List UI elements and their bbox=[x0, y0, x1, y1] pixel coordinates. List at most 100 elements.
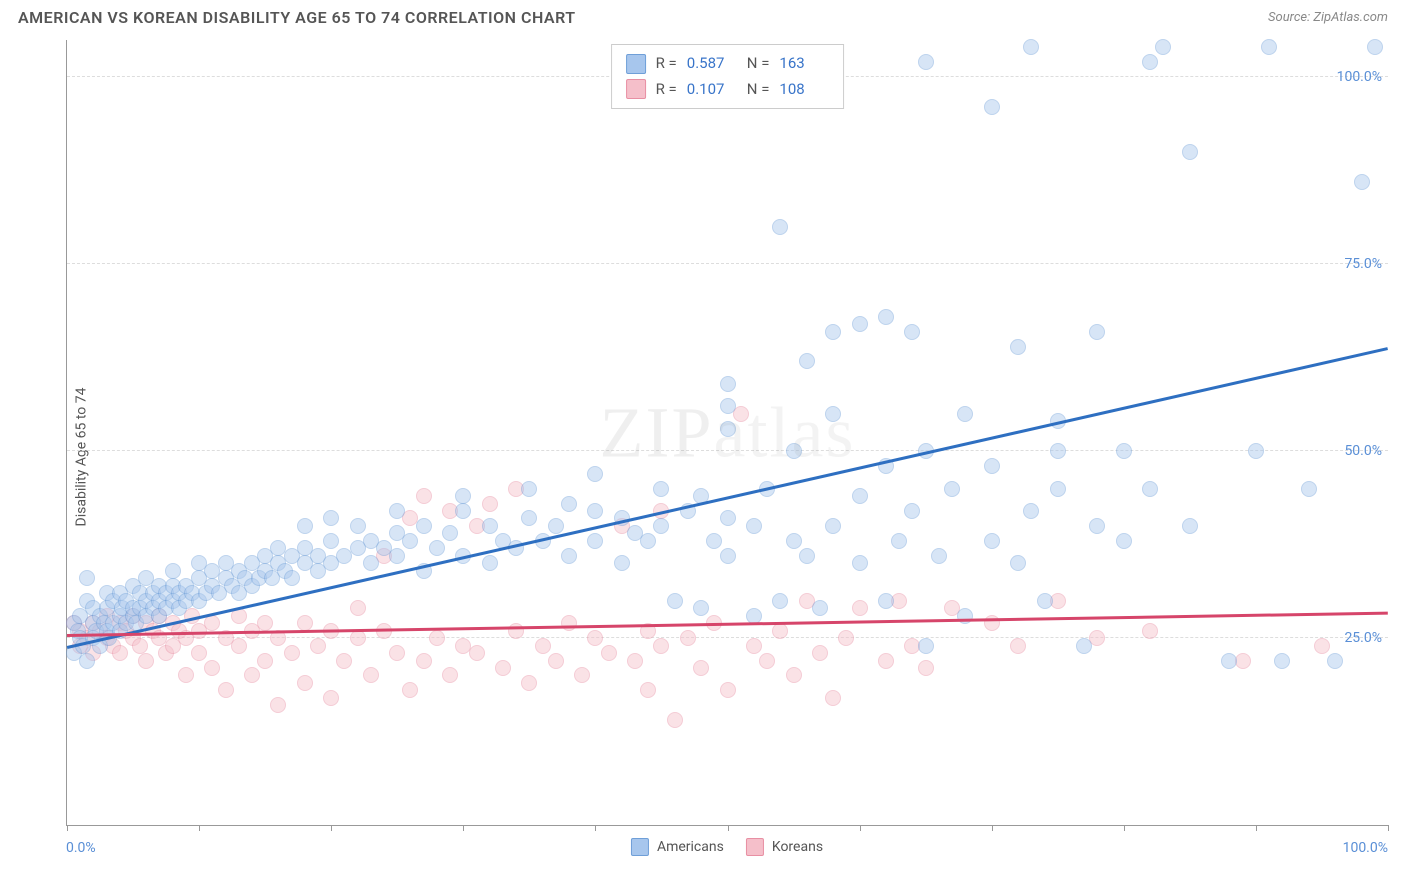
scatter-point bbox=[1221, 653, 1237, 669]
scatter-point bbox=[812, 600, 828, 616]
scatter-point bbox=[1050, 443, 1066, 459]
scatter-point bbox=[786, 533, 802, 549]
scatter-point bbox=[1023, 503, 1039, 519]
xtick bbox=[1388, 825, 1389, 831]
scatter-point bbox=[350, 630, 366, 646]
scatter-point bbox=[1248, 443, 1264, 459]
scatter-point bbox=[350, 600, 366, 616]
scatter-point bbox=[786, 443, 802, 459]
scatter-point bbox=[429, 540, 445, 556]
scatter-point bbox=[984, 533, 1000, 549]
n-label-1: N = bbox=[747, 77, 770, 103]
xtick bbox=[1256, 825, 1257, 831]
legend-swatch-americans-icon bbox=[631, 838, 649, 856]
scatter-point bbox=[548, 653, 564, 669]
scatter-point bbox=[601, 645, 617, 661]
scatter-point bbox=[838, 630, 854, 646]
scatter-point bbox=[574, 667, 590, 683]
xtick bbox=[728, 825, 729, 831]
scatter-point bbox=[931, 548, 947, 564]
ytick-label: 25.0% bbox=[1344, 630, 1382, 646]
scatter-point bbox=[904, 324, 920, 340]
scatter-point bbox=[746, 518, 762, 534]
scatter-point bbox=[852, 488, 868, 504]
scatter-point bbox=[918, 638, 934, 654]
legend-label-americans: Americans bbox=[657, 839, 724, 855]
scatter-point bbox=[720, 376, 736, 392]
scatter-point bbox=[442, 525, 458, 541]
legend-label-koreans: Koreans bbox=[772, 839, 823, 855]
scatter-point bbox=[257, 615, 273, 631]
scatter-point bbox=[587, 503, 603, 519]
scatter-point bbox=[587, 533, 603, 549]
scatter-point bbox=[627, 653, 643, 669]
scatter-point bbox=[561, 548, 577, 564]
scatter-point bbox=[1301, 481, 1317, 497]
scatter-point bbox=[1261, 39, 1277, 55]
scatter-point bbox=[535, 638, 551, 654]
scatter-point bbox=[79, 653, 95, 669]
scatter-point bbox=[1010, 555, 1026, 571]
scatter-point bbox=[442, 667, 458, 683]
scatter-point bbox=[297, 518, 313, 534]
scatter-point bbox=[891, 533, 907, 549]
scatter-point bbox=[323, 690, 339, 706]
scatter-point bbox=[878, 309, 894, 325]
scatter-point bbox=[772, 219, 788, 235]
scatter-point bbox=[244, 667, 260, 683]
scatter-point bbox=[852, 316, 868, 332]
scatter-point bbox=[918, 54, 934, 70]
gridline bbox=[67, 450, 1388, 451]
legend-swatch-koreans-icon bbox=[746, 838, 764, 856]
header: AMERICAN VS KOREAN DISABILITY AGE 65 TO … bbox=[0, 0, 1406, 33]
scatter-point bbox=[455, 488, 471, 504]
scatter-point bbox=[918, 660, 934, 676]
plot-region: ZIPatlas R = 0.587 N = 163 R = 0.107 N =… bbox=[66, 40, 1388, 826]
scatter-point bbox=[667, 712, 683, 728]
scatter-point bbox=[799, 353, 815, 369]
scatter-point bbox=[1037, 593, 1053, 609]
scatter-point bbox=[561, 615, 577, 631]
scatter-point bbox=[587, 466, 603, 482]
scatter-point bbox=[1182, 518, 1198, 534]
xtick bbox=[860, 825, 861, 831]
scatter-point bbox=[521, 481, 537, 497]
scatter-point bbox=[336, 653, 352, 669]
scatter-point bbox=[310, 638, 326, 654]
scatter-point bbox=[79, 570, 95, 586]
scatter-point bbox=[297, 615, 313, 631]
scatter-point bbox=[772, 593, 788, 609]
scatter-point bbox=[693, 600, 709, 616]
scatter-point bbox=[323, 533, 339, 549]
scatter-point bbox=[1142, 481, 1158, 497]
xtick bbox=[1124, 825, 1125, 831]
scatter-point bbox=[1116, 533, 1132, 549]
scatter-point bbox=[548, 518, 564, 534]
scatter-point bbox=[1089, 518, 1105, 534]
scatter-point bbox=[231, 638, 247, 654]
scatter-point bbox=[455, 503, 471, 519]
scatter-point bbox=[667, 593, 683, 609]
scatter-point bbox=[469, 645, 485, 661]
watermark-text-a: ZIP bbox=[600, 392, 714, 472]
scatter-point bbox=[204, 615, 220, 631]
scatter-point bbox=[429, 630, 445, 646]
scatter-point bbox=[984, 99, 1000, 115]
scatter-point bbox=[1142, 623, 1158, 639]
r-value-0: 0.587 bbox=[687, 51, 737, 77]
r-label-0: R = bbox=[656, 51, 677, 77]
scatter-point bbox=[482, 555, 498, 571]
scatter-point bbox=[1314, 638, 1330, 654]
xtick bbox=[199, 825, 200, 831]
stats-legend-box: R = 0.587 N = 163 R = 0.107 N = 108 bbox=[611, 44, 845, 109]
scatter-point bbox=[944, 481, 960, 497]
scatter-point bbox=[1089, 324, 1105, 340]
scatter-point bbox=[825, 324, 841, 340]
scatter-point bbox=[640, 682, 656, 698]
scatter-point bbox=[1142, 54, 1158, 70]
scatter-point bbox=[132, 638, 148, 654]
xtick bbox=[992, 825, 993, 831]
scatter-point bbox=[786, 667, 802, 683]
scatter-point bbox=[1116, 443, 1132, 459]
scatter-point bbox=[852, 600, 868, 616]
